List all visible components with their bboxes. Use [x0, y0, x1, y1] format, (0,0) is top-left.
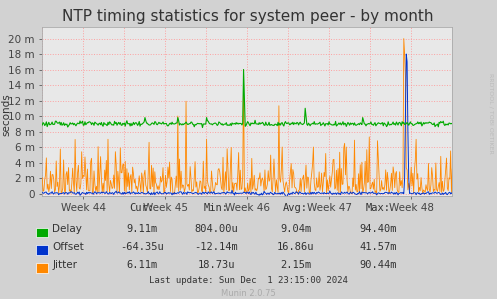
Text: Cur:: Cur:	[129, 203, 154, 213]
Text: Delay: Delay	[52, 224, 82, 234]
Text: Munin 2.0.75: Munin 2.0.75	[221, 289, 276, 298]
Text: seconds: seconds	[1, 94, 11, 136]
Text: -64.35u: -64.35u	[120, 242, 164, 252]
Text: Offset: Offset	[52, 242, 84, 252]
Text: 9.11m: 9.11m	[126, 224, 157, 234]
Text: Min:: Min:	[204, 203, 229, 213]
Text: 94.40m: 94.40m	[359, 224, 397, 234]
Text: 16.86u: 16.86u	[277, 242, 315, 252]
Text: 6.11m: 6.11m	[126, 260, 157, 270]
Text: 90.44m: 90.44m	[359, 260, 397, 270]
Text: 41.57m: 41.57m	[359, 242, 397, 252]
Text: -12.14m: -12.14m	[194, 242, 238, 252]
Text: 2.15m: 2.15m	[280, 260, 311, 270]
Text: Max:: Max:	[365, 203, 390, 213]
Title: NTP timing statistics for system peer - by month: NTP timing statistics for system peer - …	[62, 9, 433, 24]
Text: 9.04m: 9.04m	[280, 224, 311, 234]
Text: Avg:: Avg:	[283, 203, 308, 213]
Text: 804.00u: 804.00u	[194, 224, 238, 234]
Text: 18.73u: 18.73u	[197, 260, 235, 270]
Text: RRDTOOL / TOBI OETIKER: RRDTOOL / TOBI OETIKER	[489, 73, 494, 154]
Text: Last update: Sun Dec  1 23:15:00 2024: Last update: Sun Dec 1 23:15:00 2024	[149, 277, 348, 286]
Text: Jitter: Jitter	[52, 260, 77, 270]
